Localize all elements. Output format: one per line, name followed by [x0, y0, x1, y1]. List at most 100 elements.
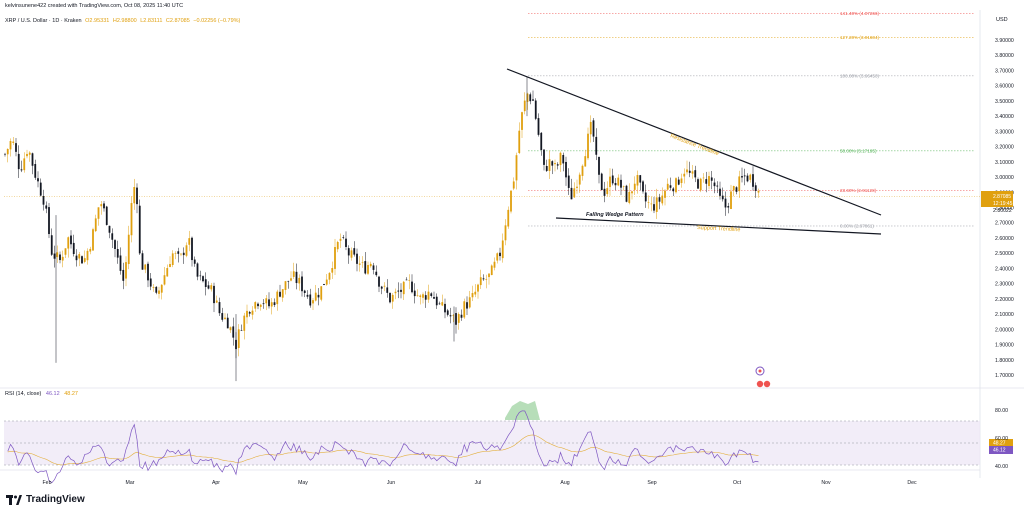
rsi-panel[interactable]: 48.27 46.12 — [4, 401, 1013, 484]
candle[interactable] — [716, 181, 719, 194]
candle[interactable] — [449, 307, 452, 324]
candle[interactable] — [485, 274, 488, 289]
candle[interactable] — [411, 274, 413, 294]
candle[interactable] — [182, 247, 185, 264]
candle[interactable] — [713, 178, 716, 194]
candle[interactable] — [221, 307, 224, 322]
candle[interactable] — [12, 137, 15, 146]
candle[interactable] — [125, 256, 127, 287]
candle[interactable] — [257, 302, 259, 310]
candle[interactable] — [457, 312, 460, 330]
candle[interactable] — [405, 277, 408, 281]
candle[interactable] — [710, 170, 713, 190]
candle[interactable] — [28, 151, 31, 162]
candle[interactable] — [56, 245, 59, 263]
candle[interactable] — [400, 283, 402, 299]
candle[interactable] — [551, 160, 554, 175]
candle[interactable] — [732, 185, 735, 197]
candle[interactable] — [70, 230, 72, 249]
candle[interactable] — [669, 177, 672, 191]
candle[interactable] — [468, 290, 471, 309]
candle[interactable] — [339, 233, 342, 248]
candle[interactable] — [408, 274, 411, 290]
candle[interactable] — [510, 190, 512, 214]
candle[interactable] — [353, 241, 356, 257]
candle[interactable] — [389, 292, 391, 304]
candle[interactable] — [658, 193, 661, 210]
candle[interactable] — [386, 279, 389, 298]
candle[interactable] — [444, 298, 446, 319]
candle[interactable] — [628, 183, 631, 205]
candle[interactable] — [37, 171, 39, 188]
candle[interactable] — [482, 274, 485, 281]
candle[interactable] — [581, 164, 584, 181]
candle[interactable] — [455, 307, 457, 334]
candle[interactable] — [463, 298, 466, 319]
candle[interactable] — [72, 234, 75, 257]
candle[interactable] — [699, 177, 702, 193]
candle[interactable] — [515, 152, 518, 190]
candle[interactable] — [367, 261, 369, 276]
event-icons[interactable] — [755, 366, 771, 388]
candle[interactable] — [680, 173, 683, 188]
candle[interactable] — [61, 250, 64, 268]
candle[interactable] — [589, 115, 592, 143]
candle[interactable] — [573, 182, 576, 199]
candle[interactable] — [724, 191, 727, 216]
candle[interactable] — [312, 297, 314, 311]
candle[interactable] — [504, 219, 507, 246]
candle[interactable] — [598, 156, 600, 184]
candle[interactable] — [138, 199, 141, 255]
candle[interactable] — [548, 150, 551, 179]
candle[interactable] — [240, 324, 243, 331]
candle[interactable] — [606, 181, 609, 197]
candle[interactable] — [617, 174, 620, 187]
candle[interactable] — [565, 156, 567, 186]
candle[interactable] — [303, 289, 306, 298]
candle[interactable] — [144, 264, 147, 274]
candle[interactable] — [526, 92, 529, 110]
candle[interactable] — [422, 292, 424, 304]
candle[interactable] — [218, 297, 221, 316]
candle[interactable] — [306, 290, 309, 299]
candle[interactable] — [383, 282, 386, 292]
candle[interactable] — [163, 266, 166, 286]
candle[interactable] — [358, 256, 361, 272]
candle[interactable] — [490, 264, 493, 276]
candle[interactable] — [413, 283, 416, 304]
candle[interactable] — [34, 159, 37, 180]
candle[interactable] — [614, 178, 617, 191]
candle[interactable] — [655, 188, 658, 219]
candle[interactable] — [743, 168, 746, 186]
candle[interactable] — [647, 195, 650, 209]
candle[interactable] — [185, 242, 188, 258]
candle[interactable] — [23, 152, 26, 173]
candle[interactable] — [493, 257, 496, 271]
candle[interactable] — [636, 170, 639, 194]
candle[interactable] — [620, 174, 622, 196]
candle[interactable] — [213, 282, 215, 313]
candle[interactable] — [276, 289, 279, 311]
candle[interactable] — [545, 159, 548, 172]
candle[interactable] — [199, 270, 202, 281]
candle[interactable] — [479, 269, 482, 289]
candle[interactable] — [127, 225, 130, 270]
candle[interactable] — [694, 165, 697, 183]
candle[interactable] — [328, 272, 331, 285]
candle[interactable] — [17, 145, 20, 178]
candle[interactable] — [675, 177, 677, 194]
candle[interactable] — [169, 256, 171, 268]
candle[interactable] — [730, 184, 732, 210]
candle[interactable] — [521, 111, 523, 138]
candle[interactable] — [100, 201, 103, 215]
candle[interactable] — [265, 295, 268, 311]
candle[interactable] — [402, 280, 405, 300]
candle[interactable] — [320, 286, 323, 302]
candle[interactable] — [287, 280, 290, 289]
candle[interactable] — [284, 280, 287, 295]
candle[interactable] — [314, 284, 317, 302]
candle[interactable] — [251, 306, 254, 320]
candle[interactable] — [529, 92, 532, 105]
candle[interactable] — [215, 295, 218, 304]
candle[interactable] — [650, 196, 653, 212]
